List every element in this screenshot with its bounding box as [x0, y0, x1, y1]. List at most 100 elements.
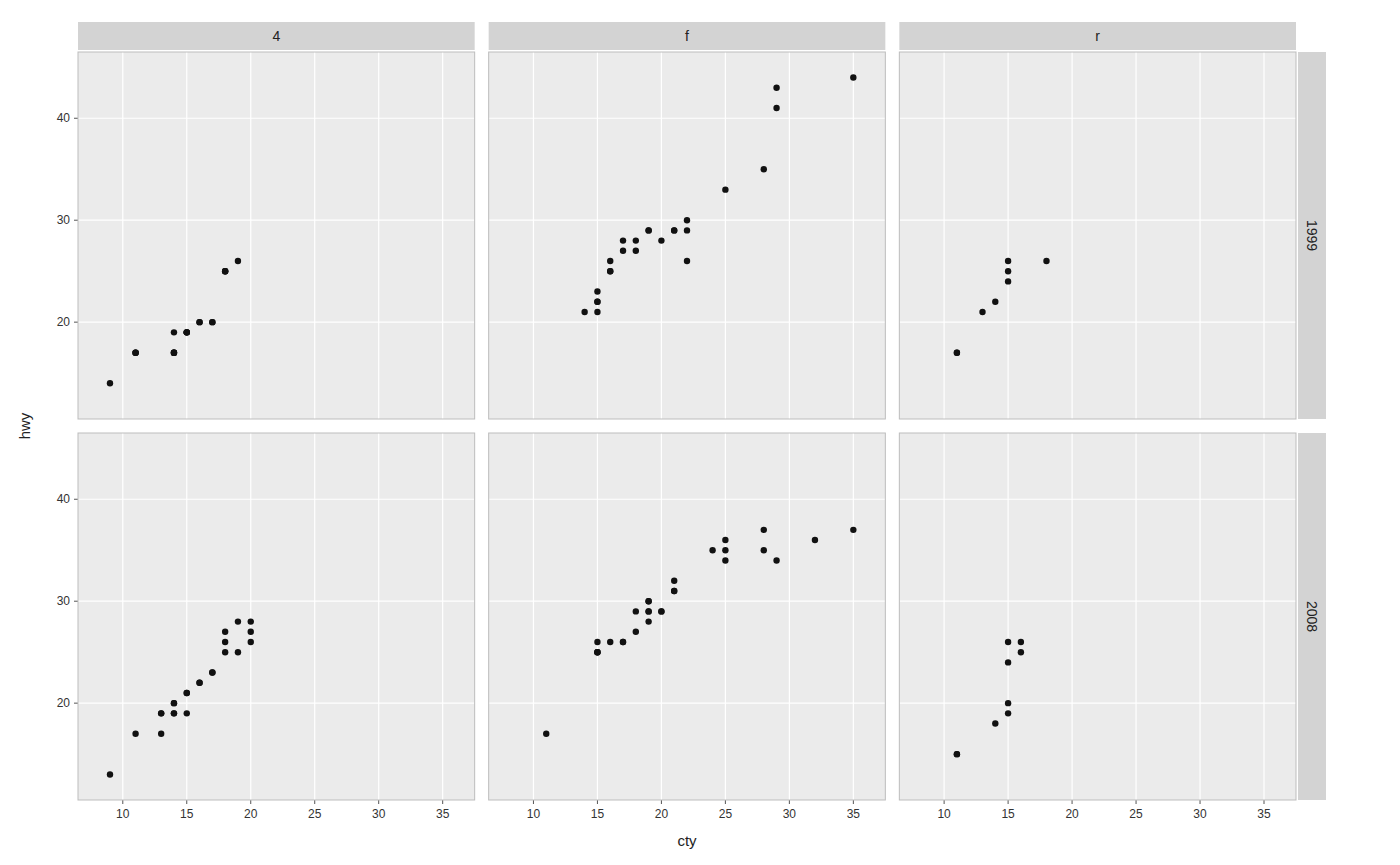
panel-frame	[78, 52, 475, 419]
grid-line-y	[899, 220, 1296, 221]
point	[722, 547, 728, 553]
grid-line-x	[1007, 52, 1008, 419]
tick-label-y: 30	[57, 213, 71, 227]
point	[184, 329, 190, 335]
point	[1005, 278, 1011, 284]
tick-x	[661, 800, 662, 804]
grid-line-x	[853, 52, 854, 419]
point	[209, 319, 215, 325]
tick-label-x: 10	[527, 807, 541, 821]
points	[954, 639, 1024, 758]
panel: 101520253035203040	[57, 433, 475, 821]
point	[645, 608, 651, 614]
point	[620, 248, 626, 254]
point	[773, 557, 779, 563]
grid-line-x	[853, 433, 854, 800]
grid-line-x	[661, 52, 662, 419]
tick-label-x: 35	[847, 807, 861, 821]
grid-line-x	[597, 433, 598, 800]
grid-line-x	[533, 52, 534, 419]
point	[658, 608, 664, 614]
point	[248, 618, 254, 624]
grid-line-x	[442, 433, 443, 800]
point	[235, 258, 241, 264]
panel-background	[78, 433, 475, 800]
tick-y	[74, 118, 78, 119]
point	[594, 649, 600, 655]
tick-y	[74, 220, 78, 221]
tick-x	[1264, 800, 1265, 804]
point	[171, 329, 177, 335]
point	[158, 710, 164, 716]
strip-top	[489, 22, 886, 50]
tick-label-y: 40	[57, 492, 71, 506]
tick-label-x: 20	[655, 807, 669, 821]
tick-label-x: 25	[308, 807, 322, 821]
grid-line-y	[78, 322, 475, 323]
grid-line-x	[250, 52, 251, 419]
point	[171, 700, 177, 706]
grid-line-x	[661, 433, 662, 800]
grid-line-y	[489, 499, 886, 500]
tick-label-x: 30	[1193, 807, 1207, 821]
tick-x	[314, 800, 315, 804]
point	[850, 74, 856, 80]
point	[658, 608, 664, 614]
panel-frame	[899, 433, 1296, 800]
point	[158, 731, 164, 737]
panel: 2030404	[57, 22, 475, 419]
point	[992, 720, 998, 726]
point	[107, 771, 113, 777]
grid-line-x	[944, 52, 945, 419]
point	[581, 309, 587, 315]
point	[196, 680, 202, 686]
point	[773, 84, 779, 90]
panel: 101520253035	[489, 433, 886, 821]
point	[594, 299, 600, 305]
tick-label-x: 25	[1129, 807, 1143, 821]
point	[812, 537, 818, 543]
tick-x	[250, 800, 251, 804]
grid-line-x	[1135, 52, 1136, 419]
tick-x	[442, 800, 443, 804]
point	[620, 639, 626, 645]
point	[184, 329, 190, 335]
point	[543, 731, 549, 737]
tick-label-x: 35	[436, 807, 450, 821]
strip-top	[899, 22, 1296, 50]
point	[222, 639, 228, 645]
point	[184, 329, 190, 335]
point	[607, 268, 613, 274]
point	[171, 350, 177, 356]
point	[132, 350, 138, 356]
point	[684, 258, 690, 264]
tick-x	[789, 800, 790, 804]
point	[196, 319, 202, 325]
tick-label-y: 20	[57, 696, 71, 710]
chart: 2030404fr1999101520253035203040hwy101520…	[0, 0, 1400, 865]
grid-line-x	[186, 433, 187, 800]
point	[222, 268, 228, 274]
point	[722, 186, 728, 192]
point	[633, 248, 639, 254]
point	[171, 350, 177, 356]
point	[761, 527, 767, 533]
panel: 1015202530352008	[899, 433, 1326, 821]
grid-line-x	[122, 433, 123, 800]
grid-line-y	[489, 118, 886, 119]
strip-label: 4	[272, 28, 280, 44]
point	[684, 217, 690, 223]
grid-line-x	[789, 433, 790, 800]
point	[222, 268, 228, 274]
grid-line-x	[789, 52, 790, 419]
grid-line-y	[899, 601, 1296, 602]
strip-label: 2008	[1304, 601, 1320, 632]
grid-line-x	[725, 52, 726, 419]
grid-line-y	[899, 118, 1296, 119]
point	[209, 669, 215, 675]
panel-background	[78, 52, 475, 419]
point	[979, 309, 985, 315]
grid-line-x	[1263, 52, 1264, 419]
points	[107, 618, 254, 777]
y-axis-label: hwy	[16, 412, 33, 439]
